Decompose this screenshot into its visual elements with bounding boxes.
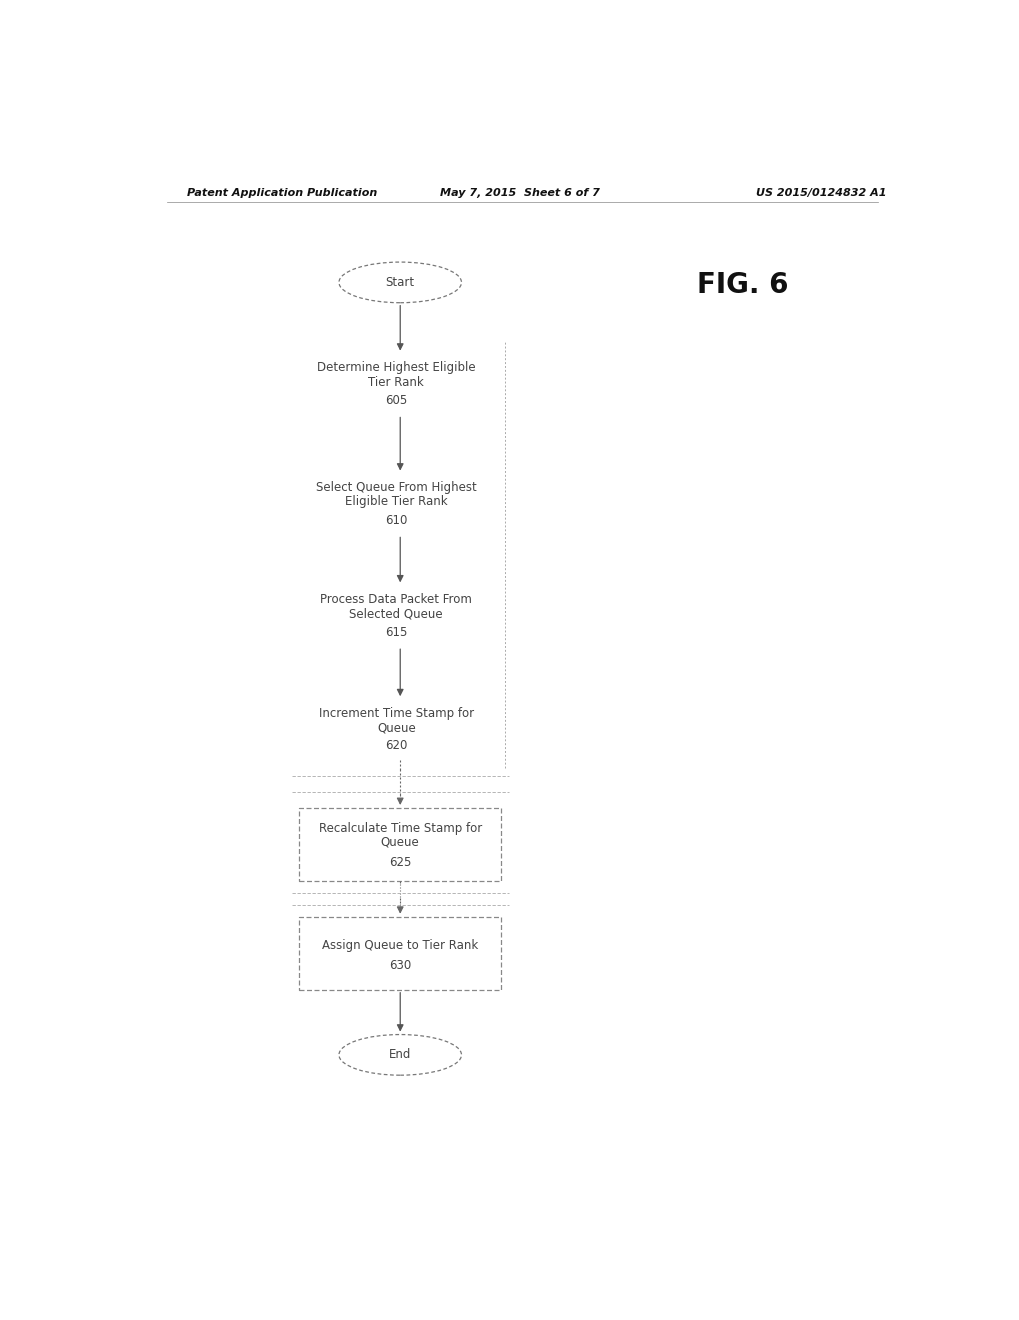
Text: Selected Queue: Selected Queue [350, 607, 442, 620]
Text: End: End [388, 1048, 411, 1061]
Text: Start: Start [385, 276, 415, 289]
Text: Patent Application Publication: Patent Application Publication [186, 187, 377, 198]
Text: Increment Time Stamp for: Increment Time Stamp for [318, 706, 474, 719]
Text: US 2015/0124832 A1: US 2015/0124832 A1 [755, 187, 886, 198]
Text: Process Data Packet From: Process Data Packet From [320, 593, 472, 606]
Text: Select Queue From Highest: Select Queue From Highest [316, 482, 476, 494]
Text: Eligible Tier Rank: Eligible Tier Rank [344, 495, 447, 508]
Text: Queue: Queue [377, 721, 415, 734]
Text: Determine Highest Eligible: Determine Highest Eligible [317, 362, 475, 375]
Text: 605: 605 [385, 393, 407, 407]
Text: 610: 610 [385, 513, 407, 527]
Text: 615: 615 [385, 626, 407, 639]
Text: 630: 630 [388, 958, 411, 972]
Text: 625: 625 [388, 857, 411, 870]
Text: Assign Queue to Tier Rank: Assign Queue to Tier Rank [322, 939, 478, 952]
Bar [300, 808, 500, 880]
Bar [300, 916, 500, 990]
Text: Queue: Queue [380, 836, 419, 849]
Text: Recalculate Time Stamp for: Recalculate Time Stamp for [318, 822, 481, 834]
Text: FIG. 6: FIG. 6 [696, 272, 788, 300]
Text: Tier Rank: Tier Rank [368, 375, 424, 388]
Text: May 7, 2015  Sheet 6 of 7: May 7, 2015 Sheet 6 of 7 [439, 187, 599, 198]
Text: 620: 620 [385, 739, 407, 752]
